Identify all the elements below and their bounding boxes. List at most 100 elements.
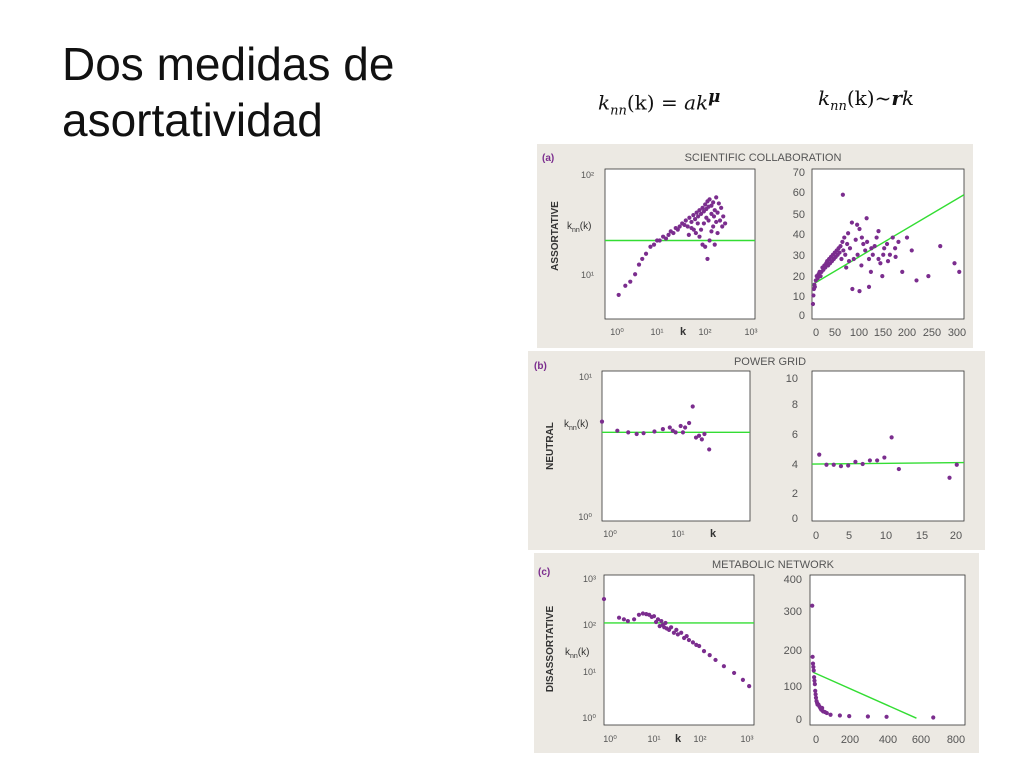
chart-a-lin-point bbox=[887, 252, 892, 257]
chart-c-log-point bbox=[671, 630, 676, 635]
chart-c-log-point bbox=[707, 653, 712, 658]
chart-a-log-point bbox=[714, 195, 719, 200]
chart-c-log-point bbox=[616, 615, 622, 620]
chart-a-lin-point bbox=[851, 256, 856, 262]
panel-metabolic-network: (c) METABOLIC NETWORK DISASSORTATIVE knn… bbox=[534, 553, 979, 753]
chart-b-log: 10¹ 10⁰ 10⁰ 10¹ bbox=[578, 370, 751, 539]
chart-b-log-frame bbox=[601, 370, 751, 522]
panel-a-rowlabel: ASSORTATIVE bbox=[550, 201, 561, 271]
chart-c-log-point bbox=[740, 677, 746, 682]
chart-a-log-point bbox=[687, 215, 692, 220]
chart-b-lin-point bbox=[896, 466, 901, 472]
chart-a-lin-xtick-4: 200 bbox=[898, 327, 916, 339]
chart-c-lin: 400 300 200 100 0 0 200 400 600 800 bbox=[784, 574, 966, 746]
chart-c-lin-point bbox=[813, 695, 819, 700]
chart-c-lin-point bbox=[811, 664, 816, 670]
chart-a-lin-xtick-3: 150 bbox=[874, 327, 892, 339]
chart-c-lin-xtick-1: 200 bbox=[841, 734, 859, 746]
chart-b-lin-point bbox=[860, 461, 865, 467]
chart-a-lin-ytick-1: 60 bbox=[793, 187, 805, 199]
chart-a-log-point bbox=[657, 238, 662, 243]
chart-a-log-point bbox=[663, 236, 669, 241]
chart-a-lin-point bbox=[872, 244, 877, 249]
slide-title-line2: asortatividad bbox=[62, 94, 323, 146]
chart-b-log-point bbox=[615, 428, 620, 433]
chart-b-lin-xtick-1: 5 bbox=[846, 530, 852, 542]
chart-b-log-point bbox=[693, 435, 699, 440]
chart-a-lin-ytick-2: 50 bbox=[793, 209, 805, 221]
chart-b-log-point bbox=[660, 426, 665, 432]
chart-b-log-point bbox=[699, 437, 704, 442]
panel-b-ylabel: knn(k) bbox=[564, 419, 588, 432]
chart-b-lin-point bbox=[875, 458, 880, 463]
chart-b-lin-xtick-3: 15 bbox=[916, 530, 928, 542]
chart-c-lin-point bbox=[812, 675, 817, 680]
chart-b-lin-xtick-2: 10 bbox=[880, 530, 892, 542]
chart-a-log-point bbox=[633, 272, 638, 277]
chart-b-lin-point bbox=[954, 462, 959, 467]
chart-a-lin-point bbox=[846, 231, 851, 236]
chart-b-lin-ytick-4: 2 bbox=[792, 488, 798, 500]
slide-title-line1: Dos medidas de bbox=[62, 38, 395, 90]
chart-a-lin-point bbox=[812, 284, 817, 289]
chart-a-log-point bbox=[697, 208, 702, 213]
chart-c-lin-frame bbox=[809, 574, 966, 726]
chart-b-log-point bbox=[667, 425, 672, 430]
chart-a-log-point bbox=[715, 210, 720, 215]
chart-a-lin-point bbox=[841, 248, 846, 253]
chart-a-log-point bbox=[675, 227, 680, 232]
chart-a-lin-point bbox=[874, 235, 879, 240]
chart-c-lin-ytick-2: 200 bbox=[784, 645, 802, 657]
chart-a-lin-point bbox=[870, 252, 875, 257]
chart-b-lin-ytick-0: 10 bbox=[786, 373, 798, 385]
chart-a-log-point bbox=[709, 211, 714, 216]
chart-b-lin-frame bbox=[811, 370, 965, 522]
chart-c-log-point bbox=[690, 640, 696, 645]
chart-a-lin-point bbox=[957, 269, 962, 274]
chart-b-lin-points bbox=[817, 435, 959, 480]
chart-a-lin-point bbox=[855, 222, 860, 227]
chart-c-log-point bbox=[721, 664, 726, 669]
chart-a-lin-point bbox=[838, 244, 843, 249]
chart-a-lin-point bbox=[865, 239, 870, 244]
chart-c-lin-point bbox=[820, 705, 825, 711]
chart-a-log-point bbox=[689, 219, 694, 225]
chart-c-log-point bbox=[601, 596, 607, 602]
chart-b-log-point bbox=[707, 447, 712, 452]
chart-a-lin-point bbox=[893, 246, 898, 251]
formula-linear: knn(k)~rk bbox=[818, 86, 915, 114]
chart-a-lin-point bbox=[926, 274, 931, 279]
chart-a-log-point bbox=[682, 222, 687, 228]
chart-c-log-point bbox=[684, 633, 689, 639]
chart-a-lin-fit-line bbox=[811, 194, 965, 286]
chart-a-log-point bbox=[703, 202, 708, 207]
chart-a-log-xtick-2: 10² bbox=[698, 327, 711, 337]
chart-b-lin-ytick-2: 6 bbox=[792, 429, 798, 441]
chart-c-lin-xtick-2: 400 bbox=[879, 734, 897, 746]
chart-a-lin-point bbox=[893, 254, 898, 259]
chart-c-log-point bbox=[686, 637, 692, 643]
chart-a-lin-point bbox=[868, 269, 873, 274]
chart-a-log-xtick-0: 10⁰ bbox=[610, 327, 624, 337]
chart-c-log-point bbox=[674, 627, 679, 632]
panel-a-letter: (a) bbox=[542, 153, 554, 164]
panel-c-letter: (c) bbox=[538, 567, 550, 578]
chart-b-log-ytick-1: 10⁰ bbox=[578, 512, 592, 522]
chart-c-log-point bbox=[659, 618, 664, 624]
panel-b-log-xlabel: k bbox=[710, 528, 717, 540]
panel-a-header: SCIENTIFIC COLLABORATION bbox=[685, 152, 842, 164]
chart-a-lin-point bbox=[853, 237, 858, 242]
chart-c-log-point bbox=[675, 632, 680, 637]
chart-b-log-xtick-0: 10⁰ bbox=[603, 529, 617, 539]
panel-c-header: METABOLIC NETWORK bbox=[712, 559, 835, 571]
chart-a-lin-point bbox=[876, 229, 881, 234]
chart-c-log-point bbox=[663, 620, 668, 626]
chart-a-log: 10² 10¹ 10⁰ 10¹ 10² 10³ bbox=[581, 168, 758, 337]
chart-a-log-point bbox=[711, 224, 716, 229]
chart-a-lin-point bbox=[857, 226, 862, 232]
chart-a-log-point bbox=[707, 238, 712, 243]
chart-a-log-xtick-1: 10¹ bbox=[650, 327, 663, 337]
chart-a-log-point bbox=[720, 224, 725, 229]
chart-c-log-frame bbox=[603, 574, 755, 726]
chart-b-log-point bbox=[680, 430, 686, 435]
